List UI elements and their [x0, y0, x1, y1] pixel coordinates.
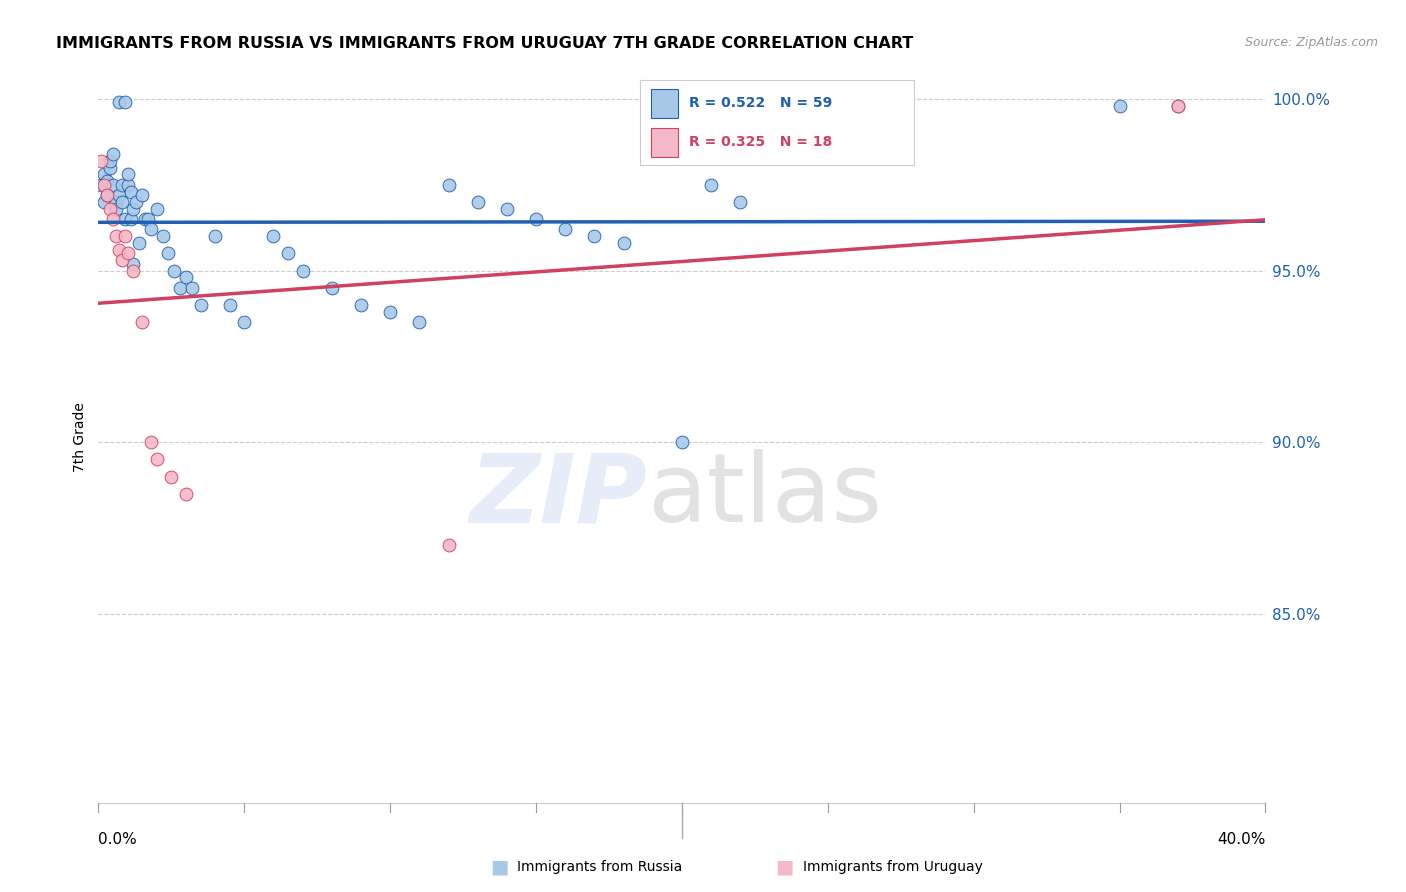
Point: [98, 202, 121, 216]
Point: [101, 212, 124, 227]
Point: [139, 222, 162, 236]
Point: [108, 188, 131, 202]
Text: R = 0.522   N = 59: R = 0.522 N = 59: [689, 96, 832, 110]
Point: [134, 212, 156, 227]
Point: [128, 235, 150, 250]
Point: [104, 194, 127, 209]
Point: [350, 298, 373, 312]
Point: [700, 178, 723, 192]
Text: Immigrants from Uruguay: Immigrants from Uruguay: [803, 860, 983, 874]
Point: [117, 246, 139, 260]
Point: [125, 194, 148, 209]
Point: [157, 246, 180, 260]
Point: [554, 222, 576, 236]
Point: [408, 315, 430, 329]
Point: [93, 194, 115, 209]
Point: [146, 452, 169, 467]
Point: [583, 229, 606, 244]
Point: [96, 174, 118, 188]
Point: [728, 194, 751, 209]
Point: [437, 178, 460, 192]
Point: [111, 178, 134, 192]
Text: atlas: atlas: [647, 449, 882, 542]
Point: [122, 257, 145, 271]
Point: [90, 178, 112, 192]
FancyBboxPatch shape: [651, 128, 678, 157]
Y-axis label: 7th Grade: 7th Grade: [73, 402, 87, 472]
Text: 0.0%: 0.0%: [98, 832, 138, 847]
Point: [262, 229, 284, 244]
Point: [122, 263, 145, 277]
Point: [174, 487, 197, 501]
Point: [190, 298, 212, 312]
Point: [277, 246, 299, 260]
Point: [131, 188, 153, 202]
Point: [169, 281, 191, 295]
Point: [139, 435, 162, 450]
Point: [98, 153, 121, 168]
Text: IMMIGRANTS FROM RUSSIA VS IMMIGRANTS FROM URUGUAY 7TH GRADE CORRELATION CHART: IMMIGRANTS FROM RUSSIA VS IMMIGRANTS FRO…: [56, 36, 914, 51]
Point: [93, 167, 115, 181]
Point: [1108, 98, 1130, 112]
Point: [218, 298, 240, 312]
Point: [131, 315, 153, 329]
Point: [114, 229, 136, 244]
Text: Source: ZipAtlas.com: Source: ZipAtlas.com: [1244, 36, 1378, 49]
Point: [117, 167, 139, 181]
Text: ■: ■: [775, 857, 794, 877]
Point: [90, 153, 112, 168]
Point: [233, 315, 256, 329]
Text: ■: ■: [489, 857, 509, 877]
Point: [120, 185, 142, 199]
Point: [101, 146, 124, 161]
Point: [1167, 98, 1189, 112]
Point: [146, 202, 169, 216]
Point: [204, 229, 226, 244]
Point: [291, 263, 314, 277]
Point: [114, 95, 136, 110]
Point: [104, 229, 127, 244]
FancyBboxPatch shape: [651, 89, 678, 118]
Point: [98, 161, 121, 175]
Point: [122, 202, 145, 216]
Point: [174, 270, 197, 285]
Point: [612, 235, 634, 250]
Point: [117, 178, 139, 192]
Point: [378, 304, 402, 318]
Point: [104, 202, 127, 216]
Point: [114, 212, 136, 227]
Point: [96, 188, 118, 202]
Text: Immigrants from Russia: Immigrants from Russia: [517, 860, 683, 874]
Point: [96, 188, 118, 202]
Point: [111, 194, 134, 209]
Point: [163, 263, 186, 277]
Point: [108, 95, 131, 110]
Point: [524, 212, 547, 227]
Point: [152, 229, 174, 244]
Text: 40.0%: 40.0%: [1218, 832, 1265, 847]
Point: [437, 538, 460, 552]
Point: [495, 202, 517, 216]
Point: [321, 281, 343, 295]
Text: ZIP: ZIP: [470, 449, 647, 542]
Point: [136, 212, 159, 227]
Text: R = 0.325   N = 18: R = 0.325 N = 18: [689, 136, 832, 149]
Point: [1167, 98, 1189, 112]
Point: [467, 194, 489, 209]
Point: [671, 435, 693, 450]
Point: [160, 469, 183, 483]
Point: [120, 212, 142, 227]
Point: [93, 178, 115, 192]
Point: [108, 243, 131, 257]
Point: [180, 281, 202, 295]
Point: [111, 253, 134, 268]
Point: [101, 178, 124, 192]
